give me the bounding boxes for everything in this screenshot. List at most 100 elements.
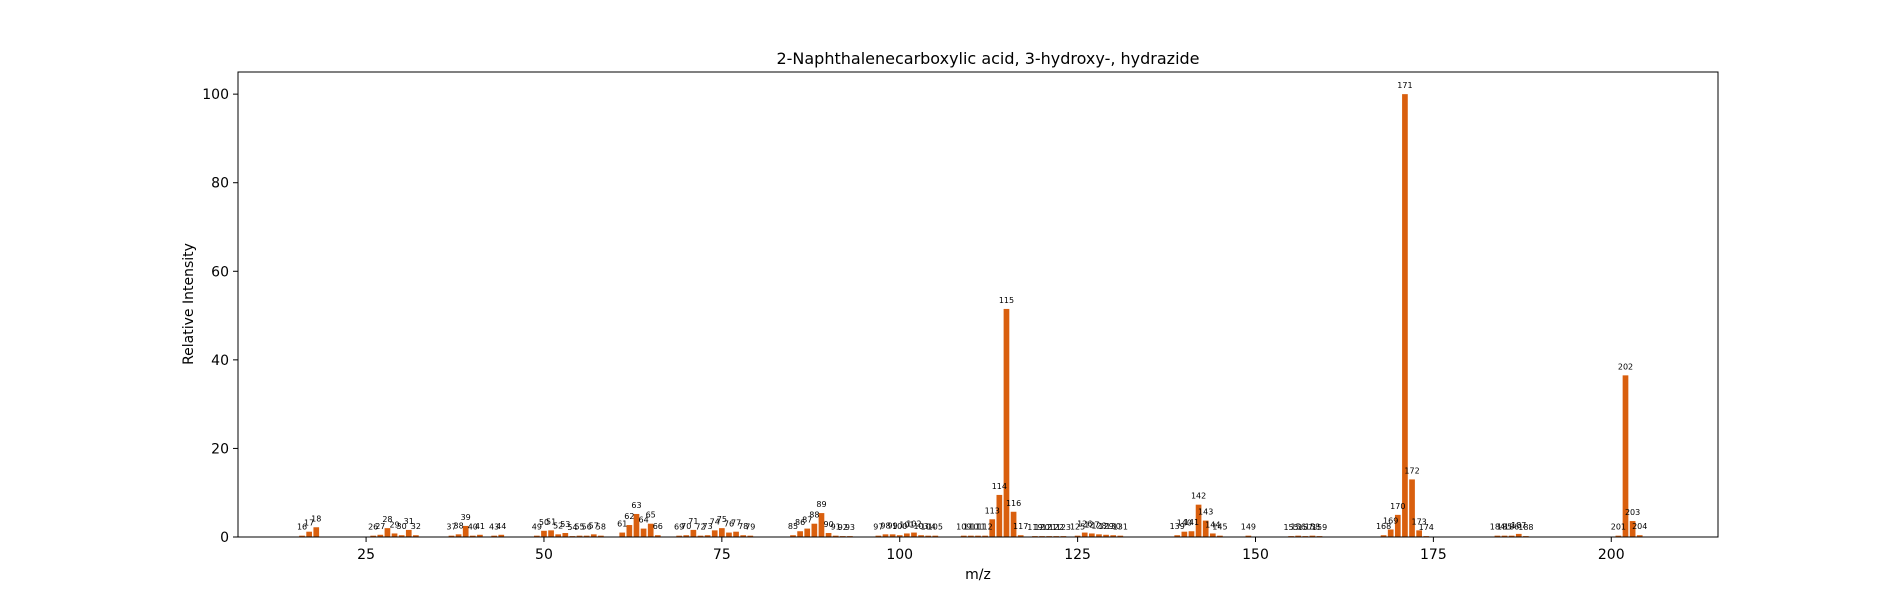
bar-mz-171	[1402, 94, 1408, 537]
bar-label: 188	[1518, 523, 1533, 532]
bar-mz-79	[747, 535, 754, 537]
bar-mz-104	[925, 535, 932, 537]
bar-label: 75	[717, 515, 727, 524]
bar-mz-88	[811, 523, 818, 537]
bar-label: 30	[397, 522, 407, 531]
bar-label: 27	[375, 522, 385, 531]
bar-mz-156	[1295, 535, 1302, 537]
bar-label: 156	[1291, 523, 1306, 532]
bar-mz-116	[1010, 511, 1017, 537]
bar-label: 202	[1618, 362, 1633, 371]
bar-label: 26	[368, 523, 378, 532]
bar-mz-58	[598, 535, 604, 537]
bar-mz-105	[932, 535, 939, 537]
bar-label: 62	[624, 512, 634, 521]
bar-label: 28	[382, 515, 392, 524]
bar-label: 40	[468, 523, 478, 532]
bar-label: 76	[724, 520, 734, 529]
bar-mz-173	[1416, 530, 1422, 537]
bar-label: 131	[1113, 523, 1128, 532]
bar-label: 139	[1170, 522, 1185, 531]
bar-mz-52	[555, 534, 562, 537]
bar-label: 171	[1397, 81, 1412, 90]
bar-mz-145	[1217, 535, 1223, 537]
bar-mz-74	[711, 530, 718, 537]
bar-label: 169	[1383, 516, 1398, 525]
bar-mz-202	[1622, 375, 1629, 537]
bar-mz-56	[583, 535, 590, 537]
bar-mz-18	[313, 527, 320, 537]
bar-mz-203	[1629, 521, 1636, 537]
bar-label: 56	[582, 523, 592, 532]
bar-mz-185	[1501, 535, 1508, 537]
bar-mz-125	[1074, 535, 1081, 537]
bar-mz-78	[740, 535, 747, 537]
bar-label: 97	[873, 523, 883, 532]
bar-label: 112	[977, 523, 992, 532]
x-axis-ticks: 25 50 75 100 125 150 175 200	[357, 537, 1625, 563]
x-axis-label: m/z	[965, 567, 991, 583]
bar-mz-65	[647, 523, 654, 537]
bar-mz-66	[654, 535, 661, 537]
bar-label: 88	[809, 511, 819, 520]
bar-label: 120	[1034, 523, 1049, 532]
bar-label: 73	[703, 522, 713, 531]
bar-mz-43	[491, 535, 497, 537]
bar-mz-204	[1636, 535, 1643, 537]
x-tick-label: 100	[886, 547, 913, 563]
bar-label: 16	[297, 523, 307, 532]
bar-label: 114	[992, 482, 1007, 491]
bar-label: 201	[1611, 523, 1626, 532]
bar-label: 168	[1376, 522, 1391, 531]
bar-mz-113	[989, 519, 996, 537]
y-tick-label: 80	[211, 176, 229, 192]
bar-mz-170	[1394, 514, 1401, 537]
bar-label: 29	[389, 520, 399, 529]
bar-label: 50	[539, 518, 549, 527]
bar-mz-201	[1615, 535, 1622, 537]
bar-label: 72	[695, 523, 705, 532]
bar-mz-69	[676, 535, 682, 537]
bar-label: 77	[731, 519, 741, 528]
bar-label: 105	[928, 523, 943, 532]
bar-label: 41	[475, 522, 485, 531]
bar-mz-172	[1409, 479, 1415, 537]
bar-mz-31	[405, 529, 412, 537]
bar-mz-103	[918, 535, 924, 537]
bar-label: 143	[1198, 508, 1213, 517]
bar-mz-149	[1245, 535, 1252, 537]
bar-mz-85	[790, 535, 796, 537]
y-axis-label: Relative Intensity	[181, 243, 197, 365]
bar-label: 90	[823, 520, 833, 529]
bar-label: 116	[1006, 499, 1021, 508]
bar-label: 53	[560, 520, 570, 529]
bar-label: 128	[1091, 521, 1106, 530]
bar-mz-144	[1209, 533, 1216, 537]
bar-mz-114	[996, 494, 1003, 537]
bar-label: 127	[1084, 520, 1099, 529]
bar-mz-110	[968, 535, 974, 537]
bar-label: 32	[411, 522, 421, 531]
chart-title: 2-Naphthalenecarboxylic acid, 3-hydroxy-…	[776, 49, 1199, 68]
bar-mz-141	[1188, 531, 1195, 537]
bar-label: 117	[1013, 522, 1028, 531]
bar-label: 155	[1283, 523, 1298, 532]
bar-label: 86	[795, 518, 805, 527]
bar-mz-128	[1096, 534, 1102, 537]
bar-label: 38	[453, 521, 463, 530]
bar-mz-70	[683, 535, 690, 537]
bar-label: 119	[1027, 523, 1042, 532]
y-tick-label: 20	[211, 441, 229, 457]
bar-label: 110	[963, 523, 978, 532]
bar-label: 184	[1490, 523, 1505, 532]
bar-label: 64	[638, 516, 648, 525]
bar-mz-62	[626, 525, 633, 537]
bar-label: 71	[688, 517, 698, 526]
bar-mz-32	[413, 535, 419, 537]
bar-mz-91	[832, 535, 839, 537]
bar-mz-39	[462, 525, 469, 537]
bar-mz-28	[384, 528, 391, 537]
bar-mz-100	[896, 535, 903, 537]
bar-label: 17	[304, 519, 314, 528]
